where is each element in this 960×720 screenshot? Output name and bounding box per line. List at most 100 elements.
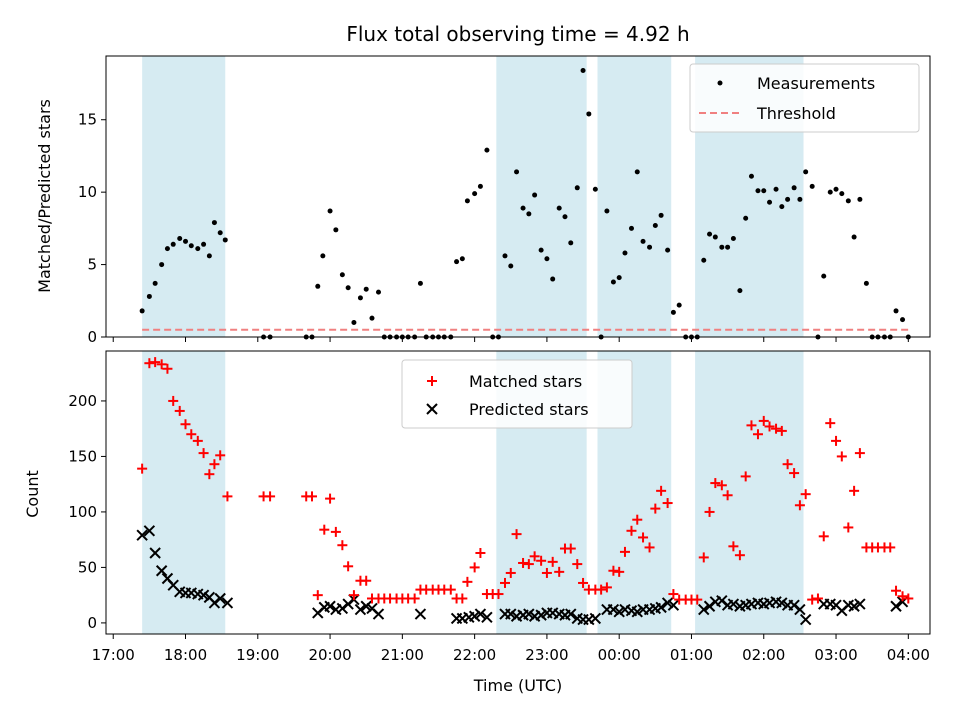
measurement-point-86 <box>719 244 725 250</box>
matched-star-marker-24 <box>343 561 354 572</box>
matched-star-marker-50 <box>499 577 510 588</box>
legend-matched-label: Matched stars <box>469 372 582 391</box>
measurement-point-96 <box>779 204 785 210</box>
top-shaded-region-0 <box>142 56 226 337</box>
matched-star-marker-45 <box>469 562 480 573</box>
predicted-star-marker-0 <box>136 529 148 541</box>
matched-star-marker-109 <box>854 448 865 459</box>
measurement-point-10 <box>201 241 207 247</box>
predicted-star-marker-66 <box>727 598 740 610</box>
matched-star-marker-1 <box>144 358 155 369</box>
measurement-point-5 <box>170 241 176 247</box>
measurement-point-107 <box>845 198 851 204</box>
measurement-point-68 <box>610 279 616 285</box>
matched-star-marker-35 <box>409 593 420 604</box>
matched-star-marker-82 <box>692 594 703 605</box>
bottom-y-tick-label-4: 200 <box>68 392 97 410</box>
bottom-x-tick-label-6: 23:00 <box>525 646 568 664</box>
matched-star-marker-14 <box>222 491 233 502</box>
predicted-star-marker-78 <box>799 613 812 626</box>
top-y-tick-label-0: 0 <box>87 328 97 346</box>
top-plot-frame <box>105 55 931 338</box>
measurement-point-54 <box>526 211 532 217</box>
matched-star-marker-84 <box>704 506 715 517</box>
predicted-star-marker-17 <box>324 600 336 612</box>
measurement-point-103 <box>821 273 827 279</box>
matched-star-marker-23 <box>337 540 348 551</box>
predicted-star-marker-58 <box>655 601 667 614</box>
measurement-point-91 <box>748 173 754 179</box>
matched-star-marker-55 <box>529 551 540 562</box>
measurement-point-27 <box>363 286 369 292</box>
matched-star-marker-11 <box>204 469 215 480</box>
predicted-star-marker-86 <box>890 600 902 612</box>
matched-star-marker-85 <box>710 478 721 489</box>
predicted-star-marker-31 <box>474 608 487 620</box>
matched-star-marker-61 <box>565 543 576 554</box>
matched-star-marker-99 <box>794 500 805 511</box>
matched-star-marker-69 <box>614 566 625 577</box>
top-shaded-region-2 <box>597 56 672 337</box>
bottom-x-tick-label-1: 18:00 <box>164 646 207 664</box>
bottom-legend-box <box>401 359 633 429</box>
measurement-point-95 <box>773 186 779 192</box>
matched-star-marker-0 <box>137 463 148 474</box>
measurement-point-53 <box>520 205 526 211</box>
bottom-x-tick-label-11: 04:00 <box>887 646 930 664</box>
measurement-point-93 <box>761 188 767 194</box>
matched-star-marker-97 <box>782 459 793 470</box>
measurement-point-9 <box>195 246 201 252</box>
measurement-point-116 <box>900 317 906 323</box>
matched-star-marker-12 <box>209 459 220 470</box>
matched-star-marker-88 <box>728 541 739 552</box>
matched-star-marker-19 <box>312 590 323 601</box>
measurement-point-106 <box>839 191 845 197</box>
bottom-x-tick-label-3: 20:00 <box>308 646 351 664</box>
measurement-point-78 <box>670 309 676 315</box>
measurement-point-77 <box>665 247 671 253</box>
measurement-point-8 <box>188 243 194 249</box>
top-y-tick-label-2: 10 <box>78 183 97 201</box>
measurement-point-29 <box>375 289 381 295</box>
measurement-point-84 <box>707 231 713 237</box>
bottom-y-tick-label-3: 150 <box>68 447 97 465</box>
measurement-point-63 <box>580 67 586 73</box>
measurement-point-71 <box>628 225 634 231</box>
measurement-point-36 <box>417 280 423 286</box>
matched-star-marker-62 <box>572 559 583 570</box>
measurement-point-67 <box>604 208 610 214</box>
matched-star-marker-75 <box>650 503 661 514</box>
measurement-point-26 <box>357 295 363 301</box>
matched-star-marker-44 <box>462 576 473 587</box>
measurement-point-60 <box>562 214 568 220</box>
measurement-point-75 <box>652 222 658 228</box>
measurement-point-28 <box>369 315 375 321</box>
top-legend-box <box>689 63 920 133</box>
matched-star-marker-8 <box>186 429 197 440</box>
measurement-point-72 <box>634 169 640 175</box>
top-axis-ticks: 0 5 10 15 <box>78 111 909 346</box>
matched-star-marker-58 <box>547 556 558 567</box>
matched-star-marker-21 <box>325 493 336 504</box>
measurement-point-70 <box>622 250 628 256</box>
matched-star-marker-74 <box>644 542 655 553</box>
bottom-x-axis-label: Time (UTC) <box>473 676 562 695</box>
matched-star-marker-100 <box>800 489 811 500</box>
predicted-star-markers <box>136 525 909 626</box>
bottom-plot-frame <box>105 350 931 635</box>
matched-star-marker-107 <box>843 522 854 533</box>
measurement-point-47 <box>484 147 490 153</box>
measurement-point-44 <box>464 198 470 204</box>
matched-star-marker-56 <box>536 555 547 566</box>
predicted-star-marker-32 <box>481 611 493 624</box>
top-legend: Measurements Threshold <box>689 63 920 133</box>
measurement-point-85 <box>712 234 718 240</box>
measurement-point-109 <box>857 196 863 202</box>
matched-star-marker-54 <box>523 559 534 570</box>
matched-star-marker-7 <box>180 419 191 430</box>
top-shaded-region-1 <box>496 56 587 337</box>
measurement-point-94 <box>767 199 773 205</box>
bottom-x-tick-label-2: 19:00 <box>236 646 279 664</box>
matched-star-marker-95 <box>771 423 782 434</box>
matched-star-marker-102 <box>812 593 823 604</box>
